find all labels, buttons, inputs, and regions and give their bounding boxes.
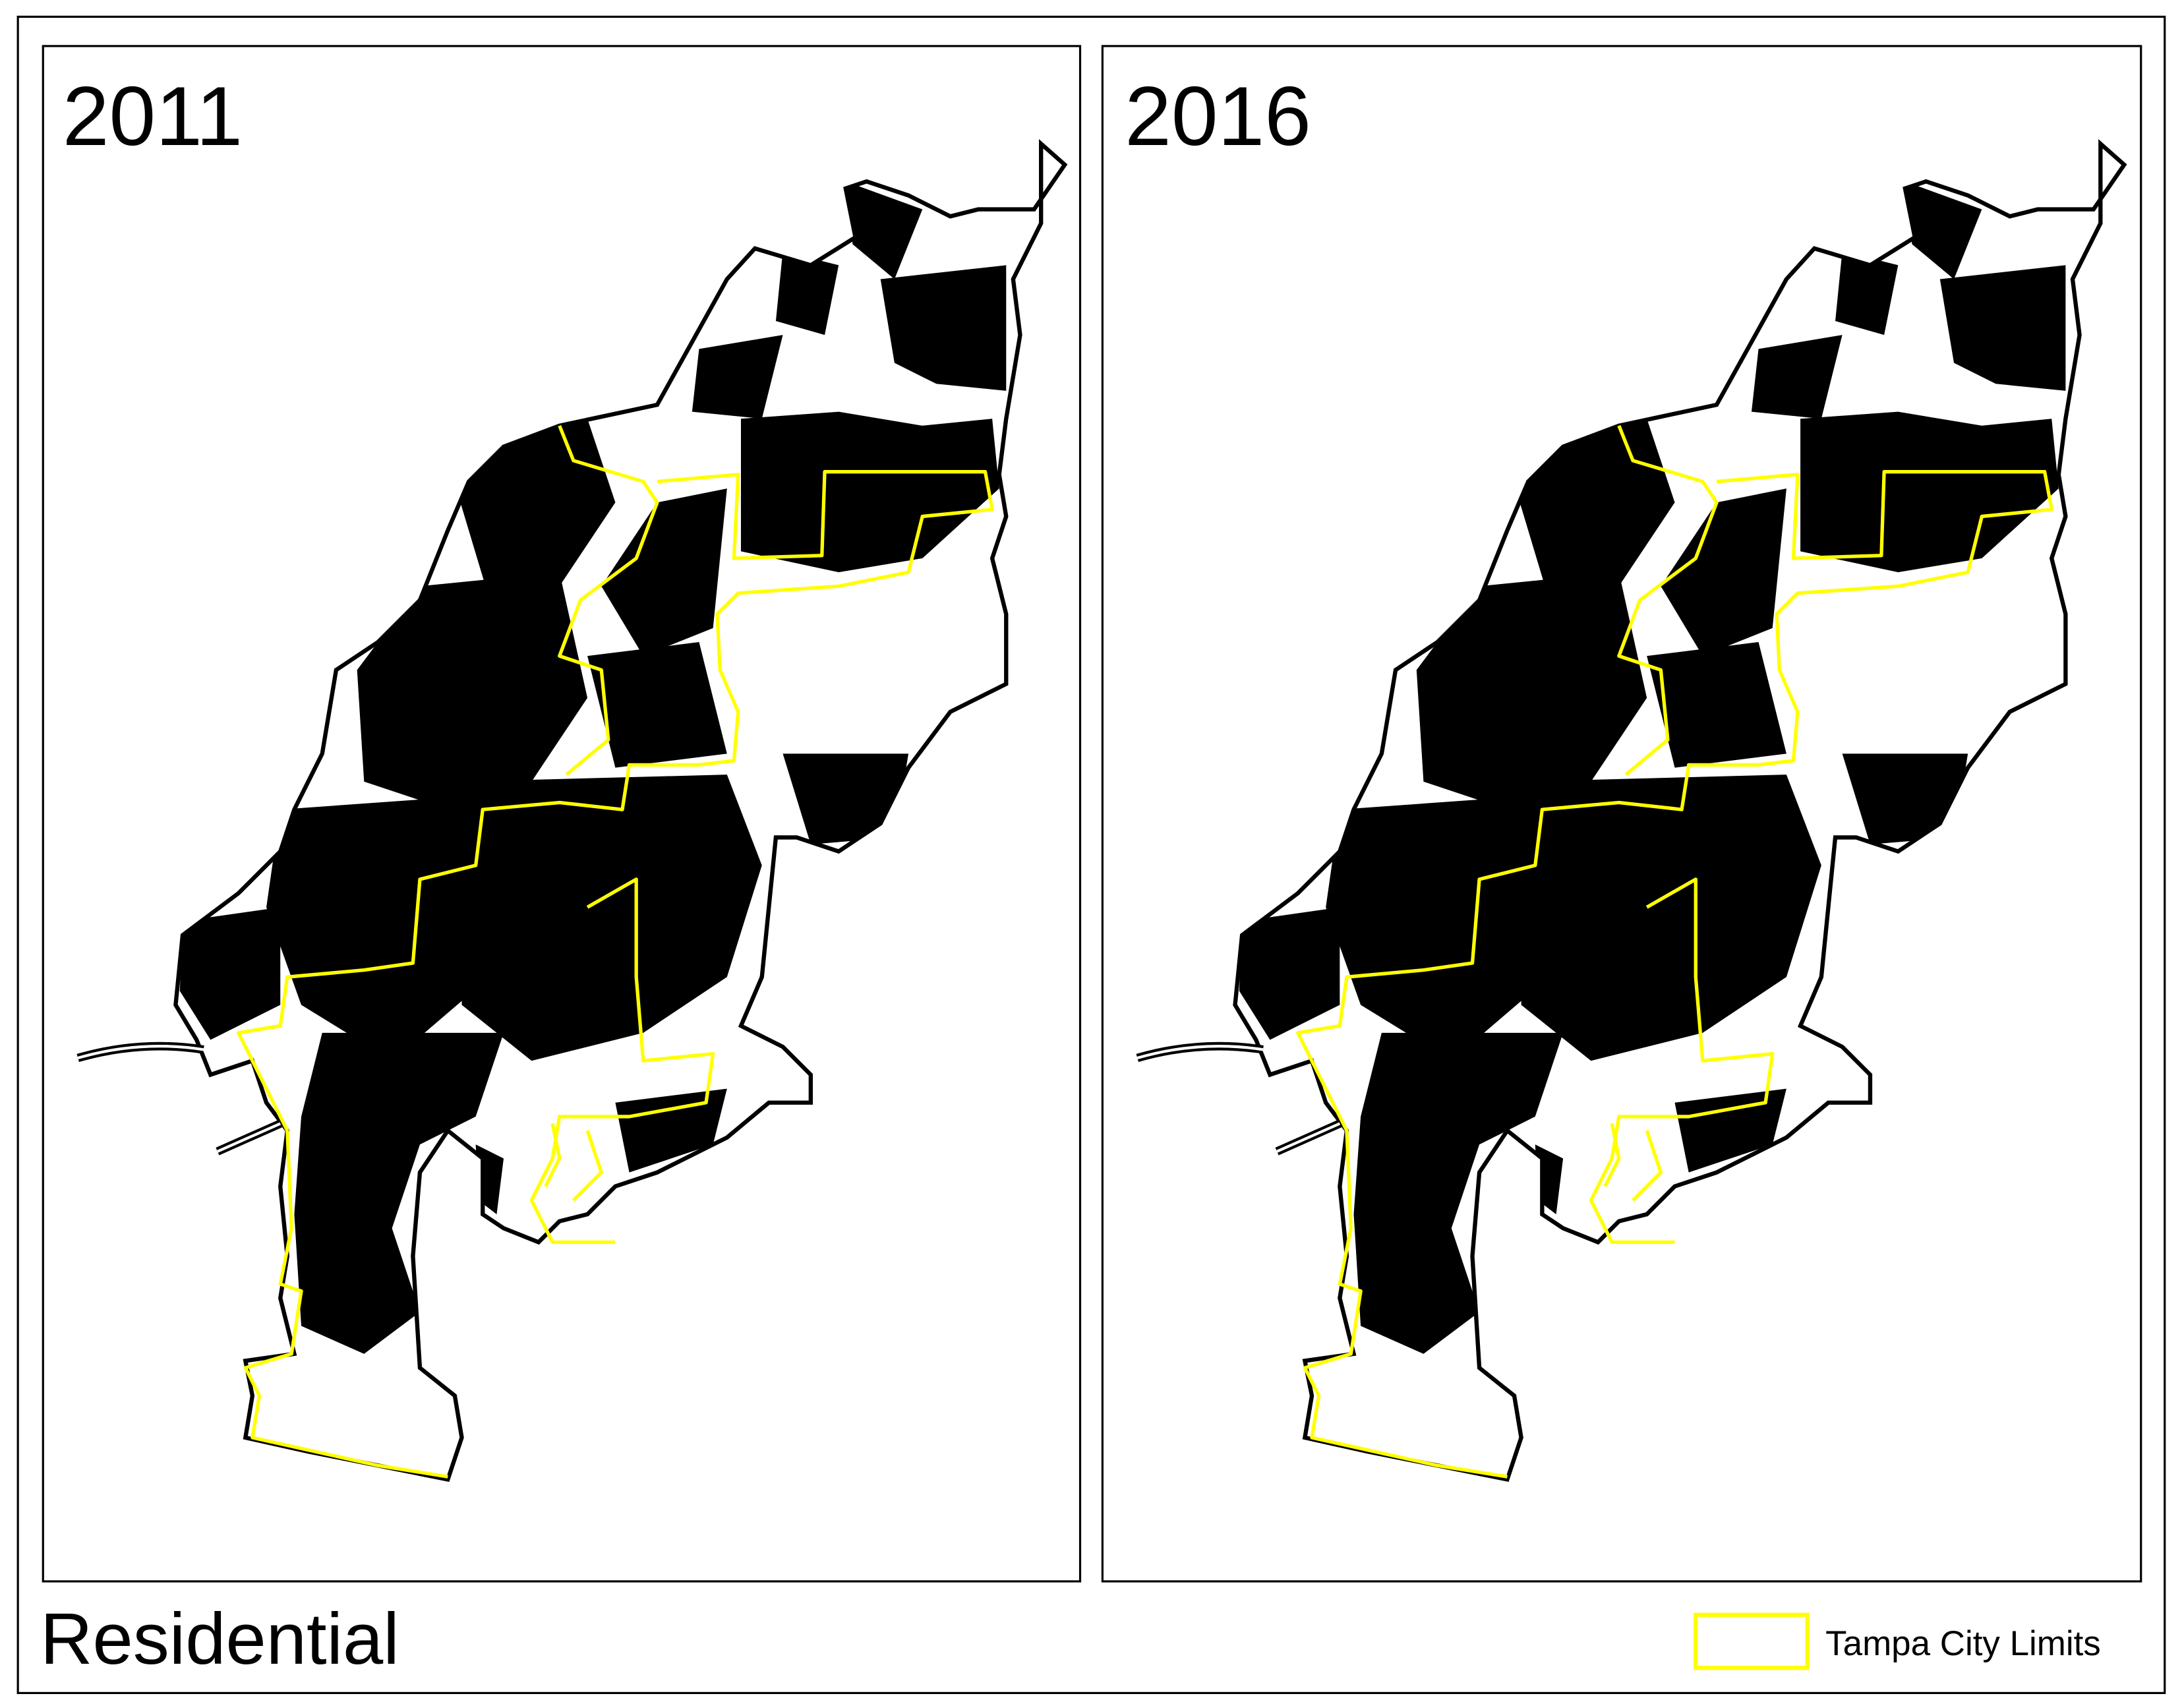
legend-label: Tampa City Limits [1825, 1624, 2101, 1663]
panel-title: 2016 [1125, 69, 1311, 163]
panel-title: 2011 [63, 69, 243, 163]
caption: Residential [40, 1598, 399, 1680]
legend-swatch [1694, 1612, 1810, 1670]
